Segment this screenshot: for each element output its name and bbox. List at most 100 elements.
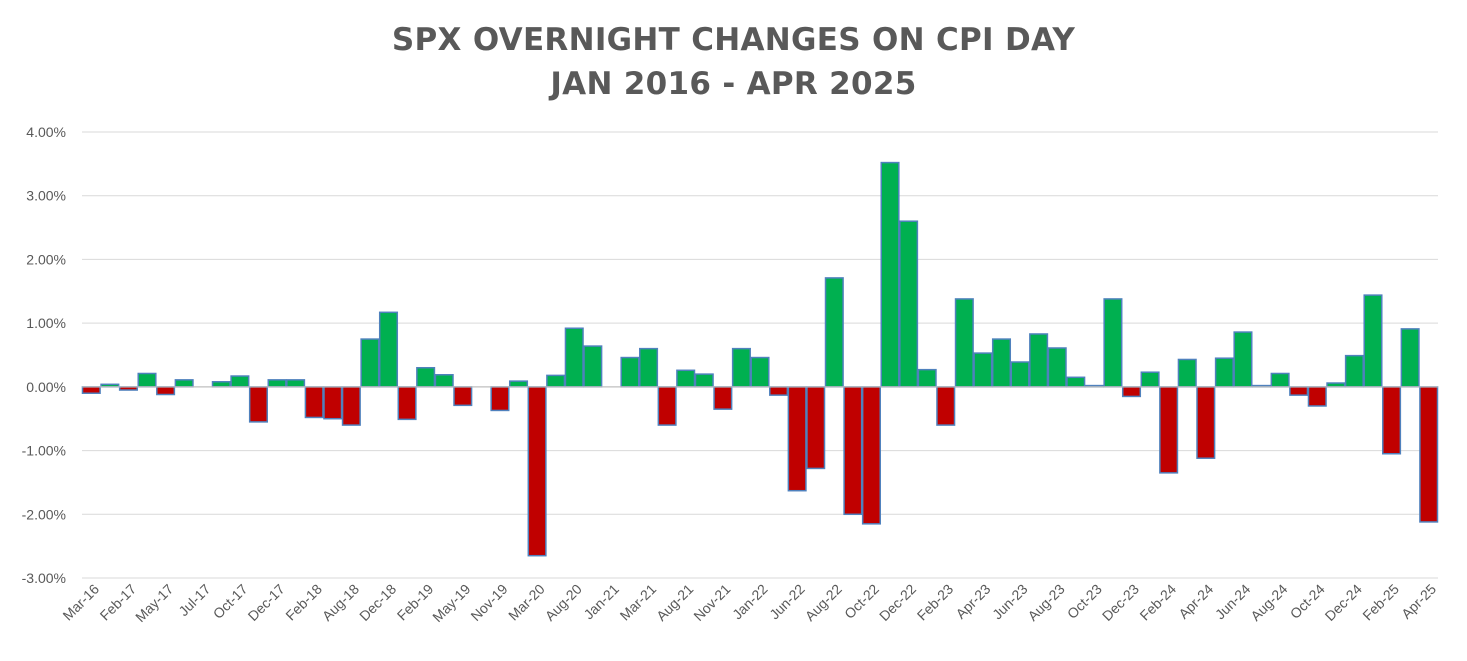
bar	[861, 386, 881, 525]
y-tick-label: -1.00%	[22, 443, 66, 459]
bar	[973, 352, 993, 388]
bar	[527, 386, 547, 557]
x-tick-label: Dec-18	[356, 581, 399, 624]
x-tick-label: Oct-17	[210, 581, 251, 622]
bar	[1233, 331, 1253, 388]
x-tick-label: Aug-24	[1247, 581, 1290, 624]
x-tick-label: Feb-24	[1136, 581, 1179, 624]
bar	[1103, 298, 1123, 388]
bar	[880, 161, 900, 388]
bar	[1066, 376, 1086, 388]
bar	[806, 386, 826, 470]
bar	[657, 386, 677, 426]
x-tick-label: Jun-24	[1212, 581, 1254, 623]
bar	[1307, 386, 1327, 407]
x-tick-label: Oct-24	[1287, 581, 1328, 622]
bar	[211, 381, 231, 388]
bar	[731, 347, 751, 388]
y-tick-label: 1.00%	[26, 315, 66, 331]
bar	[899, 220, 919, 388]
y-tick-label: 0.00%	[26, 379, 66, 395]
x-tick-label: Oct-23	[1064, 581, 1105, 622]
bar	[490, 386, 510, 412]
x-tick-label: Mar-16	[59, 581, 102, 624]
x-tick-label: Feb-23	[914, 581, 957, 624]
bar	[546, 374, 566, 388]
bars	[81, 161, 1439, 557]
bar	[1047, 347, 1067, 388]
bar	[1363, 294, 1383, 388]
bar	[1029, 333, 1049, 388]
x-tick-label: Apr-24	[1175, 581, 1216, 622]
bar	[917, 368, 937, 388]
bar	[156, 386, 176, 396]
x-tick-label: Feb-25	[1359, 581, 1402, 624]
y-tick-label: -2.00%	[22, 506, 66, 522]
x-tick-label: Aug-23	[1024, 581, 1067, 624]
x-tick-label: Feb-18	[282, 581, 325, 624]
bar	[434, 374, 454, 388]
bar	[1121, 386, 1142, 398]
x-tick-label: Aug-21	[653, 581, 696, 624]
gridlines	[82, 131, 1438, 579]
bar	[787, 386, 807, 492]
x-tick-label: Mar-20	[505, 581, 548, 624]
y-tick-label: 4.00%	[26, 124, 66, 140]
y-axis-labels: 4.00% 3.00% 2.00% 1.00% 0.00% -1.00% -2.00% -3.…	[22, 124, 66, 586]
x-tick-label: Nov-19	[467, 581, 510, 624]
bar	[1400, 328, 1420, 388]
bar	[824, 277, 844, 388]
bar	[378, 311, 399, 388]
x-tick-label: Jun-23	[989, 581, 1031, 623]
bar	[936, 386, 956, 426]
x-tick-label: Dec-22	[876, 581, 919, 624]
bar	[843, 386, 863, 516]
x-tick-label: May-19	[429, 581, 473, 625]
bar	[360, 338, 380, 388]
bar	[267, 379, 287, 388]
x-tick-label: Aug-18	[319, 581, 362, 624]
x-tick-label: Mar-21	[617, 581, 660, 624]
bar	[750, 356, 770, 388]
x-tick-label: Jan-21	[580, 581, 622, 623]
bar	[1140, 371, 1160, 388]
x-axis-labels: Mar-16Feb-17May-17Jul-17Oct-17Dec-17Feb-…	[59, 581, 1439, 625]
bar	[1159, 386, 1179, 474]
bar	[416, 366, 436, 388]
bar	[81, 386, 101, 394]
x-tick-label: Apr-25	[1398, 581, 1439, 622]
bar	[1010, 361, 1030, 388]
bar	[304, 386, 324, 419]
x-tick-label: Oct-22	[841, 581, 882, 622]
bar	[583, 345, 603, 388]
bar	[694, 373, 714, 388]
x-tick-label: Dec-24	[1322, 581, 1365, 624]
bar	[397, 386, 417, 421]
bar	[1289, 386, 1309, 396]
x-tick-label: Aug-20	[542, 581, 585, 624]
bar	[341, 386, 361, 426]
bar	[1214, 357, 1234, 388]
bar	[639, 347, 659, 388]
bar	[1196, 386, 1216, 459]
bar	[1177, 358, 1197, 388]
bar	[1419, 386, 1439, 523]
x-tick-label: Nov-21	[690, 581, 733, 624]
bar	[1270, 372, 1290, 388]
bar	[713, 386, 733, 410]
bar	[676, 369, 696, 388]
bar	[230, 375, 250, 388]
y-tick-label: 3.00%	[26, 188, 66, 204]
x-tick-label: Aug-22	[802, 581, 845, 624]
bar	[1344, 354, 1364, 388]
x-tick-label: Jun-22	[766, 581, 808, 623]
bar	[991, 338, 1012, 388]
x-tick-label: Dec-17	[245, 581, 288, 624]
bar	[769, 386, 789, 396]
chart-title-line-1: SPX OVERNIGHT CHANGES ON CPI DAY	[391, 22, 1076, 58]
bar	[248, 386, 269, 423]
y-tick-label: 2.00%	[26, 251, 66, 267]
x-tick-label: Jan-22	[729, 581, 771, 623]
x-tick-label: Dec-23	[1099, 581, 1142, 624]
